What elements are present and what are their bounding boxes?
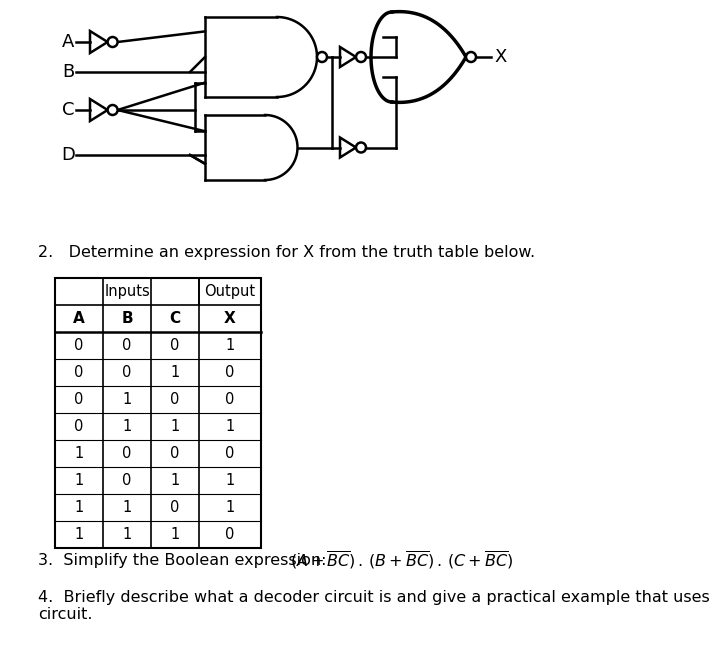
Text: 1: 1 [171, 473, 180, 488]
Text: 1: 1 [122, 392, 132, 407]
Text: 0: 0 [75, 365, 84, 380]
Text: X: X [224, 311, 236, 326]
Text: 0: 0 [225, 446, 235, 461]
Circle shape [317, 52, 327, 62]
Bar [55, 278, 261, 548]
Text: 0: 0 [75, 419, 84, 434]
Text: 1: 1 [75, 473, 84, 488]
Text: 2.   Determine an expression for X from the truth table below.: 2. Determine an expression for X from th… [38, 245, 535, 260]
Text: 0: 0 [225, 527, 235, 542]
Text: 1: 1 [122, 419, 132, 434]
Text: 1: 1 [171, 527, 180, 542]
Text: 1: 1 [225, 473, 235, 488]
Text: 1: 1 [225, 500, 235, 515]
Circle shape [107, 105, 117, 115]
Text: 1: 1 [225, 419, 235, 434]
Text: 0: 0 [122, 338, 132, 353]
Text: 0: 0 [122, 365, 132, 380]
Text: 1: 1 [75, 527, 84, 542]
Text: 3.  Simplify the Boolean expression:: 3. Simplify the Boolean expression: [38, 552, 326, 567]
Text: 0: 0 [171, 446, 180, 461]
Text: 1: 1 [75, 446, 84, 461]
Text: 1: 1 [225, 338, 235, 353]
Text: 1: 1 [122, 500, 132, 515]
Text: Output: Output [205, 284, 255, 299]
Text: B: B [121, 311, 133, 326]
Text: 0: 0 [122, 446, 132, 461]
Text: 0: 0 [171, 392, 180, 407]
Circle shape [356, 143, 366, 152]
Circle shape [466, 52, 476, 62]
Text: Inputs: Inputs [104, 284, 150, 299]
Text: 0: 0 [171, 338, 180, 353]
Text: D: D [61, 146, 75, 164]
Text: 0: 0 [122, 473, 132, 488]
Text: A: A [62, 33, 74, 51]
Text: A: A [73, 311, 85, 326]
Circle shape [356, 52, 366, 62]
Text: 4.  Briefly describe what a decoder circuit is and give a practical example that: 4. Briefly describe what a decoder circu… [38, 590, 711, 622]
Text: $(A + \overline{BC}){\,}.{\,}(B + \overline{BC}){\,}.{\,}(C + \overline{BC})$: $(A + \overline{BC}){\,}.{\,}(B + \overl… [290, 549, 513, 571]
Text: 0: 0 [171, 500, 180, 515]
Text: 0: 0 [75, 338, 84, 353]
Text: 0: 0 [225, 365, 235, 380]
Text: 0: 0 [75, 392, 84, 407]
Text: 1: 1 [171, 365, 180, 380]
Text: 1: 1 [75, 500, 84, 515]
Text: 1: 1 [122, 527, 132, 542]
Text: B: B [62, 63, 74, 81]
Circle shape [107, 37, 117, 47]
Text: C: C [169, 311, 181, 326]
Text: C: C [62, 101, 74, 119]
Text: 1: 1 [171, 419, 180, 434]
Text: X: X [494, 48, 506, 66]
Text: 0: 0 [225, 392, 235, 407]
